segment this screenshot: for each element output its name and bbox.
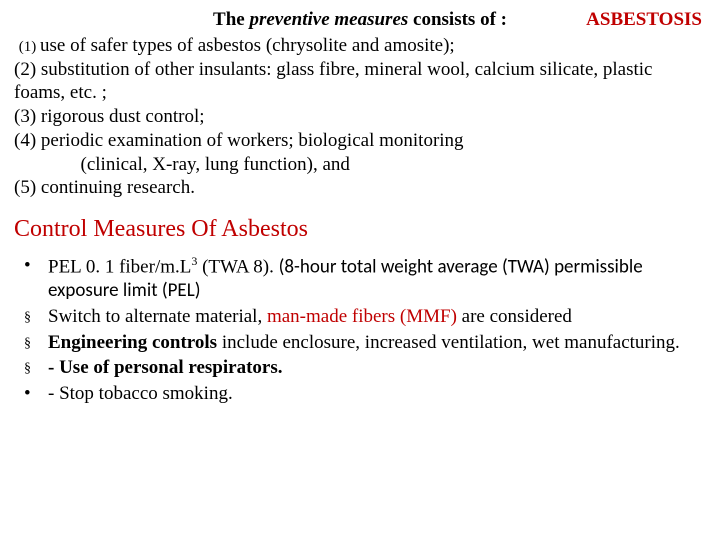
ctrl-5: - Stop tobacco smoking. <box>48 382 706 406</box>
ctrl-1a: PEL 0. 1 fiber/m.L <box>48 256 191 277</box>
ctrl-2: Switch to alternate material, man-made f… <box>48 305 706 329</box>
prevent-3: (3) rigorous dust control; <box>14 105 706 129</box>
ctrl-row-2: § Switch to alternate material, man-made… <box>20 305 706 329</box>
bullet-square-icon: § <box>20 331 48 353</box>
header-suffix: consists of : <box>408 9 507 30</box>
ctrl-3b: include enclosure, increased ventilation… <box>217 332 680 353</box>
ctrl-2b: man-made fibers (MMF) <box>267 306 457 327</box>
prevent-4b: (clinical, X-ray, lung function), and <box>14 153 706 177</box>
control-list: • PEL 0. 1 fiber/m.L3 (TWA 8). (8-hour t… <box>20 254 706 406</box>
section-title: Control Measures Of Asbestos <box>14 214 706 244</box>
ctrl-3a: Engineering controls <box>48 332 217 353</box>
prevent-1-num: (1) <box>19 39 40 55</box>
bullet-dot-icon: • <box>20 382 48 406</box>
ctrl-row-1: • PEL 0. 1 fiber/m.L3 (TWA 8). (8-hour t… <box>20 254 706 303</box>
ctrl-row-5: • - Stop tobacco smoking. <box>20 382 706 406</box>
ctrl-1b: (TWA 8). <box>197 256 278 277</box>
header-tag: ASBESTOSIS <box>586 8 702 32</box>
header-prefix: The <box>213 9 249 30</box>
prevent-4a: (4) periodic examination of workers; bio… <box>14 129 706 153</box>
bullet-dot-icon: • <box>20 254 48 278</box>
ctrl-1: PEL 0. 1 fiber/m.L3 (TWA 8). (8-hour tot… <box>48 254 706 303</box>
ctrl-row-4: § - Use of personal respirators. <box>20 356 706 380</box>
prevent-2: (2) substitution of other insulants: gla… <box>14 58 706 106</box>
prevent-5: (5) continuing research. <box>14 176 706 200</box>
ctrl-4: - Use of personal respirators. <box>48 356 706 380</box>
header-main: The preventive measures consists of : <box>213 9 507 30</box>
preventive-list: (1) use of safer types of asbestos (chry… <box>14 34 706 200</box>
header-italic: preventive measures <box>249 9 408 30</box>
prevent-1: (1) use of safer types of asbestos (chry… <box>14 34 706 58</box>
bullet-square-icon: § <box>20 305 48 327</box>
bullet-square-icon: § <box>20 356 48 378</box>
ctrl-2c: are considered <box>457 306 572 327</box>
ctrl-3: Engineering controls include enclosure, … <box>48 331 706 355</box>
ctrl-row-3: § Engineering controls include enclosure… <box>20 331 706 355</box>
ctrl-2a: Switch to alternate material, <box>48 306 267 327</box>
header-line: The preventive measures consists of : AS… <box>14 8 706 32</box>
prevent-1-text: use of safer types of asbestos (chrysoli… <box>40 35 455 56</box>
